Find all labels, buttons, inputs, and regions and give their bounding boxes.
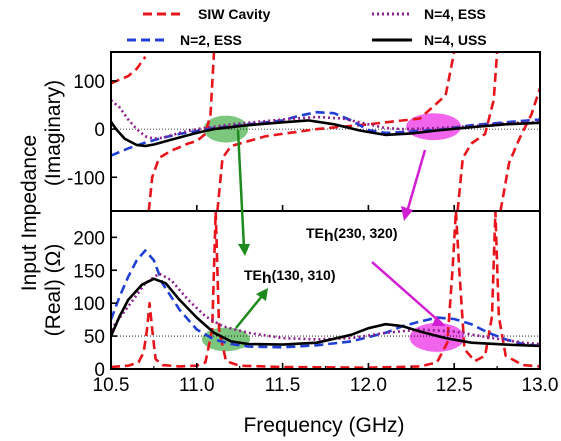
y-tick-label-top-2: -100 [67,168,105,189]
series-real-siw-cavity [111,211,540,369]
series-imag-n-4-uss [111,119,540,148]
legend-label-n4-ess: N=4, ESS [424,6,486,22]
y-tick-label-bottom-0: 200 [73,228,105,249]
x-tick-label-2: 11.5 [265,375,301,396]
series-imag-siw-cavity-seg3 [216,52,456,211]
arrowhead-teh-130-310-up [238,244,250,256]
arrow-teh-230-320-up [405,149,427,213]
x-tick-label-5: 13.0 [522,375,559,396]
y-tick-label-bottom-2: 100 [73,294,105,315]
arrowhead-teh-230-320-down [432,316,446,326]
panel-frame-top [110,51,541,212]
legend: SIW Cavity N=2, ESS N=4, ESS N=4, USS [127,6,487,48]
y-tick-label-bottom-1: 150 [73,261,105,282]
y-tick-label-bottom-4: 0 [94,360,105,381]
y-axis-title-imaginary: (Imaginary) [42,80,65,186]
series-imag-siw-cavity-seg5 [499,87,540,211]
x-tick-label-3: 12.0 [350,375,387,396]
series-real-n-2-ess [111,249,540,349]
legend-label-n2-ess: N=2, ESS [180,32,242,48]
series-real-n-4-uss [111,277,540,348]
y-axis-title-real: (Real) (Ω) [42,244,65,337]
series-lines [111,52,540,369]
arrow-teh-130-310-down [235,295,263,329]
legend-label-siw-cavity: SIW Cavity [198,6,271,22]
legend-label-n4-uss: N=4, USS [424,32,487,48]
y-tick-label-top-0: 100 [73,72,105,93]
x-tick-label-1: 11.0 [179,375,215,396]
annotation-label-teh-230-320: TEh(230, 320) [306,225,398,245]
reference-lines [111,128,540,337]
series-imag-siw-cavity-seg1 [111,56,147,85]
annotation-label-teh-130-310: TEh(130, 310) [244,267,336,287]
series-real-n-4-ess [111,272,540,346]
arrowhead-teh-230-320-up [401,206,413,221]
arrow-teh-230-320-down [371,261,441,323]
highlight-ellipse-4 [409,322,465,352]
arrowhead-teh-130-310-down [256,288,268,301]
series-imag-siw-cavity-seg4 [456,52,499,211]
y-tick-label-bottom-3: 50 [84,327,105,348]
x-tick-label-0: 10.5 [93,375,130,396]
y-axis-title-main: Input Impedance [18,135,41,291]
series-imag-siw-cavity-seg2 [147,52,216,211]
annotation-teh-130-310: TEh(130, 310) [235,129,336,329]
x-tick-label-4: 12.5 [436,375,473,396]
x-axis-title: Frequency (GHz) [243,414,404,437]
annotation-teh-230-320: TEh(230, 320) [306,149,446,326]
series-imag-n-4-ess [111,99,540,140]
arrow-teh-130-310-up [236,129,246,249]
y-tick-label-top-1: 0 [94,120,105,141]
